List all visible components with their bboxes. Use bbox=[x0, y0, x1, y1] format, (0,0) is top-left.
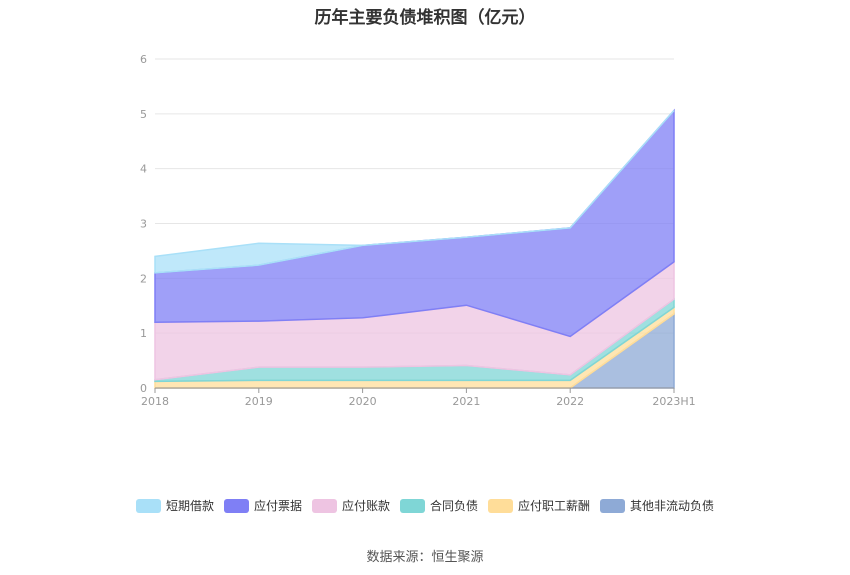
x-tick-label: 2020 bbox=[349, 395, 377, 408]
legend-item[interactable]: 短期借款 bbox=[135, 497, 214, 514]
x-tick-label: 2019 bbox=[245, 395, 273, 408]
legend-swatch bbox=[400, 498, 425, 513]
legend-item[interactable]: 应付职工薪酬 bbox=[488, 497, 590, 514]
legend-label: 短期借款 bbox=[165, 499, 214, 513]
y-tick-label: 6 bbox=[140, 53, 147, 66]
legend-swatch bbox=[223, 498, 249, 513]
legend-label: 合同负债 bbox=[430, 499, 479, 513]
x-tick-label: 2022 bbox=[556, 395, 584, 408]
area-短期借款 bbox=[154, 110, 675, 274]
legend-swatch bbox=[600, 498, 626, 513]
y-tick-label: 0 bbox=[140, 382, 147, 395]
legend-item[interactable]: 应付票据 bbox=[223, 497, 302, 514]
legend-label: 应付职工薪酬 bbox=[518, 499, 591, 513]
legend-swatch bbox=[488, 498, 514, 513]
y-tick-label: 2 bbox=[140, 272, 147, 285]
y-tick-label: 3 bbox=[140, 218, 147, 231]
legend-item[interactable]: 其他非流动负债 bbox=[600, 497, 714, 514]
x-axis: 2018 2019 2020 2021 2022 2023H1 bbox=[141, 387, 696, 408]
y-tick-label: 5 bbox=[140, 108, 147, 121]
y-axis: 0 1 2 3 4 5 6 bbox=[140, 53, 147, 395]
legend-swatch bbox=[135, 498, 161, 513]
y-tick-label: 1 bbox=[140, 327, 147, 340]
x-tick-label: 2021 bbox=[452, 395, 480, 408]
legend-swatch bbox=[311, 498, 337, 513]
legend-item[interactable]: 合同负债 bbox=[400, 497, 478, 514]
legend-item[interactable]: 应付账款 bbox=[311, 497, 390, 514]
legend-label: 其他非流动负债 bbox=[630, 499, 715, 513]
y-tick-label: 4 bbox=[140, 163, 147, 176]
area-series bbox=[154, 108, 675, 389]
x-tick-label: 2023H1 bbox=[652, 395, 695, 408]
legend-label: 应付账款 bbox=[341, 499, 390, 513]
legend: 短期借款 应付票据 应付账款 合同负债 应付职工薪酬 其他非流动负债 bbox=[0, 497, 850, 514]
x-tick-label: 2018 bbox=[141, 395, 169, 408]
legend-label: 应付票据 bbox=[253, 499, 302, 513]
stacked-area-chart: 0 1 2 3 4 5 6 2018 2019 2020 2021 2022 2023H1 bbox=[140, 53, 696, 408]
chart-title: 历年主要负债堆积图（亿元） bbox=[314, 8, 536, 28]
data-source: 数据来源：恒生聚源 bbox=[366, 550, 484, 565]
